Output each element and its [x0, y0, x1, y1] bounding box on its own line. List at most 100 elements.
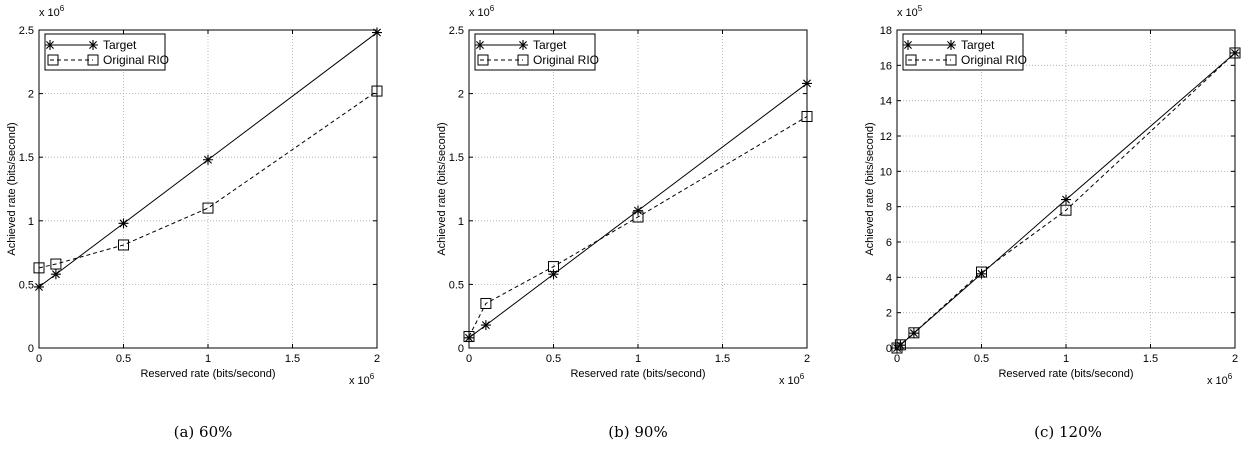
data-point-asterisk: [633, 205, 643, 216]
y-tick-label: 2: [886, 308, 892, 320]
y-tick-label: 16: [880, 60, 892, 72]
x-tick-label: 0: [36, 353, 42, 365]
y-tick-label: 2: [28, 89, 34, 101]
y-tick-label: 1.5: [449, 152, 464, 164]
legend-marker-square: [47, 54, 59, 66]
x-tick-label: 2: [374, 353, 380, 365]
data-point-asterisk: [50, 269, 61, 280]
y-tick-label: 0.5: [449, 279, 464, 291]
legend-label: Original RIO: [533, 53, 599, 67]
x-tick-label: 1: [635, 353, 641, 365]
y-tick-label: 2.5: [449, 25, 464, 37]
legend-box: [902, 33, 1024, 71]
x-tick-label: 0: [894, 353, 900, 365]
legend-marker-asterisk: [903, 40, 913, 50]
caption-a: (a) 60%: [173, 423, 233, 441]
y-multiplier: x 106: [469, 4, 495, 19]
plot-frame: [38, 29, 378, 349]
x-multiplier: x 106: [349, 372, 375, 387]
x-axis-label: Reserved rate (bits/second): [998, 368, 1133, 380]
y-tick-label: 0: [28, 343, 34, 355]
legend-marker-asterisk: [518, 40, 528, 50]
x-multiplier: x 106: [779, 372, 805, 387]
legend-box: [44, 33, 166, 71]
x-tick-label: 1.5: [1143, 353, 1158, 365]
legend-marker-asterisk: [88, 40, 98, 50]
data-point-asterisk: [480, 320, 491, 331]
y-tick-label: 2: [458, 89, 464, 101]
data-point-square: [894, 339, 906, 351]
y-axis-label: Achieved rate (bits/second): [436, 122, 448, 255]
legend-marker-asterisk: [475, 40, 485, 50]
x-tick-label: 0.5: [116, 353, 131, 365]
y-tick-label: 0: [886, 343, 892, 355]
y-tick-label: 4: [886, 272, 892, 284]
legend-marker-square: [87, 54, 99, 66]
x-axis-label: Reserved rate (bits/second): [570, 368, 705, 380]
series-original-rio: [891, 47, 1241, 354]
series-line: [468, 116, 808, 337]
series-line: [896, 52, 1236, 349]
chart-a: 0 0.5 1 1.5 2 0 0.5 1 1.5 2 2.5 Reserved rate (bits…: [6, 4, 383, 387]
legend-marker-asterisk: [45, 40, 55, 50]
y-tick-label: 0: [458, 343, 464, 355]
x-tick-label: 0.5: [546, 353, 561, 365]
data-point-square: [1060, 204, 1072, 216]
y-tick-label: 8: [886, 202, 892, 214]
legend-box: [474, 33, 596, 71]
x-tick-label: 2: [1232, 353, 1238, 365]
plot-frame: [896, 29, 1236, 349]
legend-marker-square: [517, 54, 529, 66]
series-line: [38, 90, 378, 269]
x-tick-label: 2: [804, 353, 810, 365]
data-point-asterisk: [118, 218, 129, 229]
data-point-square: [480, 297, 492, 309]
y-tick-label: 2.5: [19, 25, 34, 37]
chart-c: 0 0.5 1 1.5 2 0 2 4 6 8 10 12 14 16 18 Reserved rate (b…: [864, 4, 1241, 387]
y-tick-label: 12: [880, 131, 892, 143]
data-point-asterisk: [976, 268, 987, 279]
data-point-square: [118, 239, 129, 251]
y-tick-label: 1: [28, 216, 34, 228]
y-tick-label: 18: [880, 25, 892, 37]
y-tick-label: 0.5: [19, 279, 34, 291]
caption-c: (c) 120%: [1034, 423, 1102, 441]
legend-label: Original RIO: [103, 53, 169, 67]
y-tick-label: 10: [880, 166, 892, 178]
y-tick-label: 1.5: [19, 152, 34, 164]
x-tick-label: 0.5: [974, 353, 989, 365]
legend-marker-square: [905, 54, 917, 66]
y-multiplier: x 106: [39, 4, 65, 19]
legend-marker-asterisk: [946, 40, 956, 50]
data-point-asterisk: [895, 340, 906, 351]
plot-frame: [468, 29, 808, 349]
data-point-asterisk: [1061, 194, 1071, 205]
legend-label: Target: [103, 38, 137, 52]
legend-marker-square: [477, 54, 489, 66]
data-point-square: [908, 327, 920, 339]
data-point-asterisk: [548, 269, 559, 280]
data-point-square: [632, 211, 644, 223]
data-point-square: [202, 202, 214, 214]
y-tick-label: 14: [880, 96, 892, 108]
caption-b: (b) 90%: [608, 423, 668, 441]
legend-label: Original RIO: [961, 53, 1027, 67]
y-tick-label: 1: [458, 216, 464, 228]
x-tick-label: 1: [1063, 353, 1069, 365]
y-tick-label: 6: [886, 237, 892, 249]
x-tick-label: 1: [205, 353, 211, 365]
x-tick-label: 1.5: [715, 353, 730, 365]
data-point-square: [50, 258, 62, 270]
x-multiplier: x 106: [1207, 372, 1233, 387]
data-point-square: [548, 261, 559, 273]
data-point-square: [976, 266, 987, 278]
legend-marker-square: [945, 54, 957, 66]
x-tick-label: 1.5: [285, 353, 300, 365]
y-multiplier: x 105: [897, 4, 923, 19]
y-axis-label: Achieved rate (bits/second): [864, 122, 876, 255]
chart-b: 0 0.5 1 1.5 2 0 0.5 1 1.5 2 2.5 Reserved rate (bits…: [436, 4, 813, 387]
